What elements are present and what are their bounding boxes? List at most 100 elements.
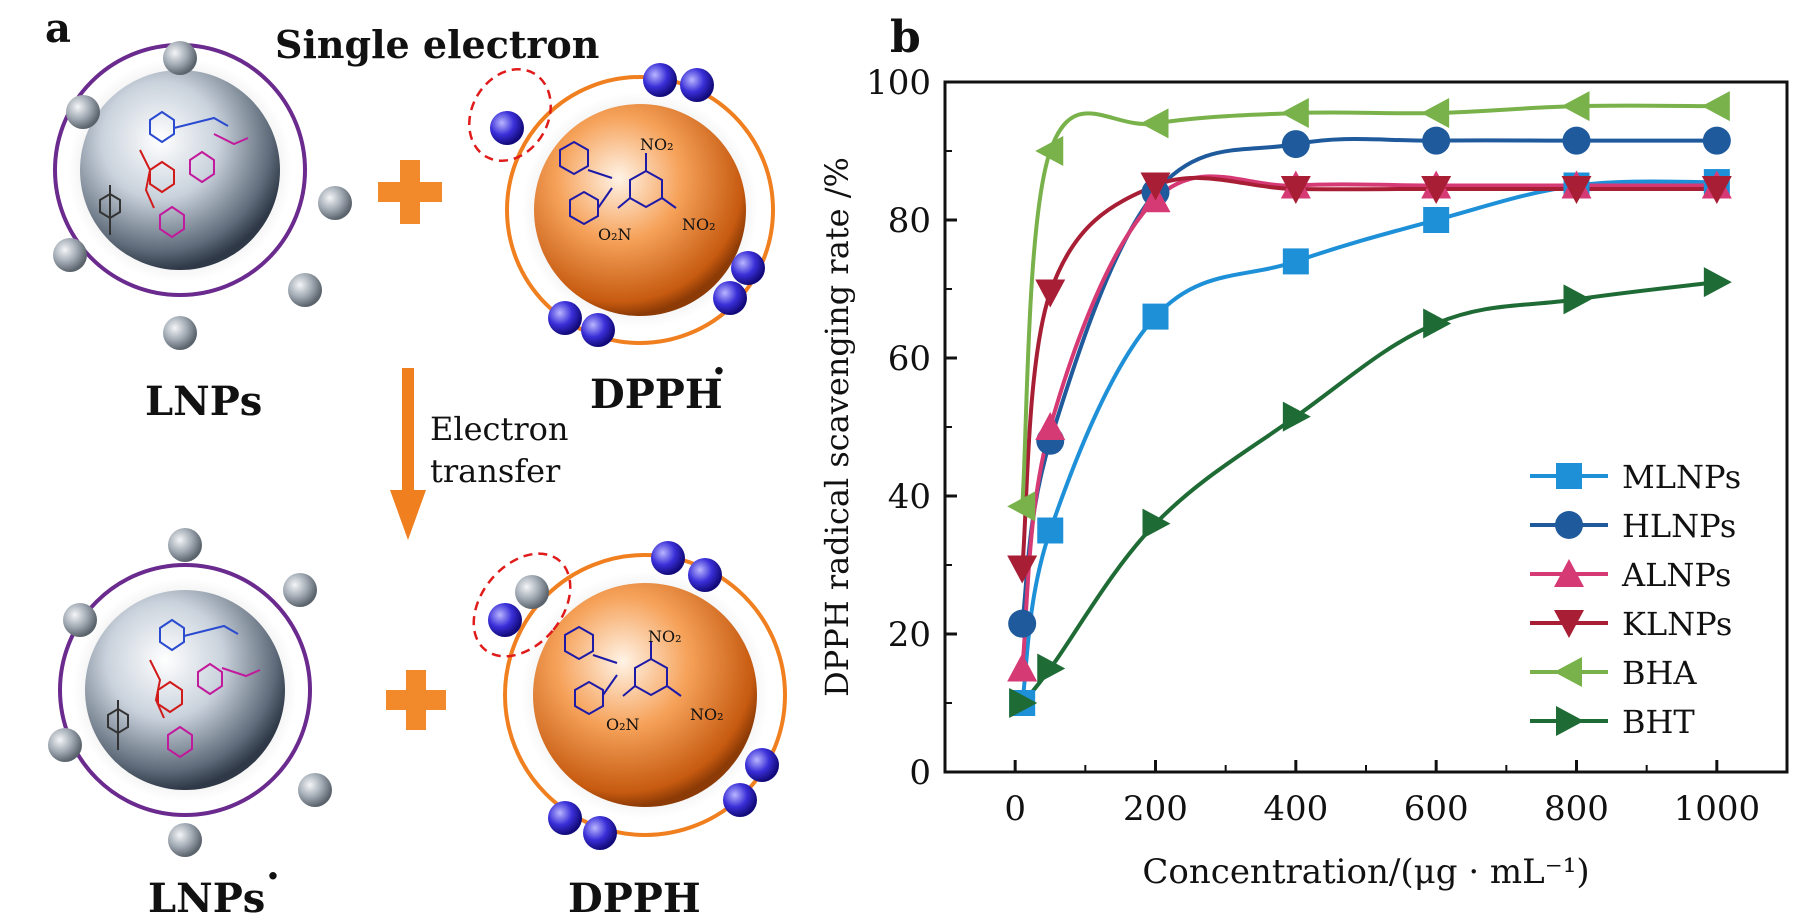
electron-grey	[163, 41, 197, 75]
series-line-hlnps	[1020, 137, 1717, 624]
x-tick-label: 200	[1123, 789, 1188, 829]
data-point-bha	[1140, 108, 1169, 139]
nitro-group: O₂N	[606, 715, 640, 734]
data-point-bht	[1282, 401, 1311, 432]
electron-grey	[163, 316, 197, 350]
radical-dot: ·	[266, 853, 280, 900]
data-point-hlnps	[1008, 609, 1037, 638]
data-point-bha	[1701, 91, 1730, 122]
electron-blue	[488, 603, 522, 637]
axis-ticks: 0 200 400 600 800 1000 0 20 40 60 80 100	[866, 63, 1788, 829]
lignin-structure-icon	[107, 618, 261, 759]
data-point-bha	[1561, 91, 1590, 122]
dpph-ring	[503, 553, 787, 837]
series-curves	[1020, 103, 1718, 705]
data-point-mlnps	[1142, 303, 1169, 330]
electron-blue	[581, 313, 615, 347]
radical-dot: ·	[712, 348, 726, 395]
y-tick-label: 80	[888, 201, 931, 241]
data-point-bht	[1009, 688, 1038, 718]
dpph-ring	[505, 75, 775, 345]
electron-transfer-label: Electron	[430, 410, 568, 448]
x-tick-label: 600	[1404, 789, 1469, 829]
x-tick-label: 0	[1004, 789, 1026, 829]
legend-marker	[1554, 657, 1582, 687]
dpph-radical-label: DPPH	[590, 371, 723, 418]
data-point-hlnps	[1281, 130, 1310, 159]
x-axis-label: Concentration/(μg · mL⁻¹)	[1142, 852, 1589, 892]
lnps-particle	[53, 41, 352, 350]
data-point-hlnps	[1422, 126, 1451, 155]
series-markers	[1007, 91, 1732, 718]
x-tick-label: 800	[1544, 789, 1609, 829]
data-point-mlnps	[1423, 207, 1450, 233]
panel-b: b 0 200 400 600 800 1000 0 20 40 60 80 100 MLNPs HLN…	[818, 12, 1789, 892]
electron-blue	[680, 68, 714, 102]
series-line-mlnps	[1020, 179, 1717, 704]
data-point-hlnps	[1562, 126, 1591, 155]
electron-grey	[66, 95, 100, 129]
electron-blue	[745, 748, 779, 782]
dpph-core	[533, 583, 757, 807]
legend-entry: HLNPs	[1622, 507, 1736, 545]
data-point-klnps	[1561, 175, 1592, 204]
electron-grey	[515, 575, 549, 609]
data-point-klnps	[1701, 175, 1732, 204]
electron-blue	[548, 801, 582, 835]
electron-blue	[548, 301, 582, 335]
electron-blue	[643, 63, 677, 97]
data-point-klnps	[1007, 555, 1038, 584]
dpph-radical-particle: NO₂ O₂N NO₂	[468, 63, 775, 347]
legend-marker	[1556, 463, 1582, 489]
electron-blue	[651, 541, 685, 575]
data-point-alnps	[1035, 412, 1066, 440]
data-point-alnps	[1007, 653, 1038, 682]
electron-blue	[731, 251, 765, 285]
y-tick-label: 100	[866, 63, 931, 103]
data-point-bht	[1423, 308, 1452, 339]
data-point-bha	[1421, 98, 1450, 129]
electron-grey	[298, 773, 332, 807]
series-line-alnps	[1020, 174, 1717, 669]
plus-icon	[378, 160, 442, 224]
dpph-structure-icon	[559, 140, 677, 226]
electron-blue	[723, 783, 757, 817]
electron-grey	[53, 238, 87, 272]
panel-b-label: b	[890, 12, 921, 63]
x-tick-label: 1000	[1674, 789, 1761, 829]
highlight-circle	[472, 552, 572, 658]
nitro-group: NO₂	[640, 135, 674, 154]
nitro-group: O₂N	[598, 225, 632, 244]
nitro-group: NO₂	[648, 627, 682, 646]
data-point-mlnps	[1037, 517, 1064, 544]
electron-grey	[283, 573, 317, 607]
legend-entry: KLNPs	[1622, 605, 1732, 643]
y-tick-label: 0	[909, 753, 931, 793]
data-point-bht	[1703, 267, 1732, 298]
electron-grey	[48, 728, 82, 762]
lnps-ring	[58, 563, 312, 817]
electron-grey	[288, 273, 322, 307]
legend-marker	[1554, 610, 1584, 638]
data-point-klnps	[1421, 175, 1452, 204]
data-point-klnps	[1280, 175, 1311, 204]
lnps-radical-label: LNPs	[148, 875, 265, 921]
series-line-bht	[1020, 280, 1718, 705]
data-point-klnps	[1035, 279, 1066, 308]
electron-grey	[168, 528, 202, 562]
y-axis-label: DPPH radical scavenging rate /%	[818, 157, 856, 697]
legend-entry: ALNPs	[1621, 556, 1731, 594]
legend-entry: BHT	[1622, 703, 1695, 741]
y-tick-label: 60	[888, 339, 931, 379]
legend-marker	[1555, 511, 1583, 539]
x-tick-label: 400	[1263, 789, 1328, 829]
data-point-bha	[1280, 98, 1309, 129]
electron-blue	[490, 111, 524, 145]
nitro-group: NO₂	[682, 215, 716, 234]
legend-marker	[1554, 559, 1584, 587]
electron-grey	[318, 186, 352, 220]
data-point-klnps	[1140, 172, 1171, 201]
y-tick-label: 40	[888, 477, 931, 517]
lnps-label: LNPs	[145, 378, 262, 425]
single-electron-label: Single electron	[275, 22, 599, 67]
